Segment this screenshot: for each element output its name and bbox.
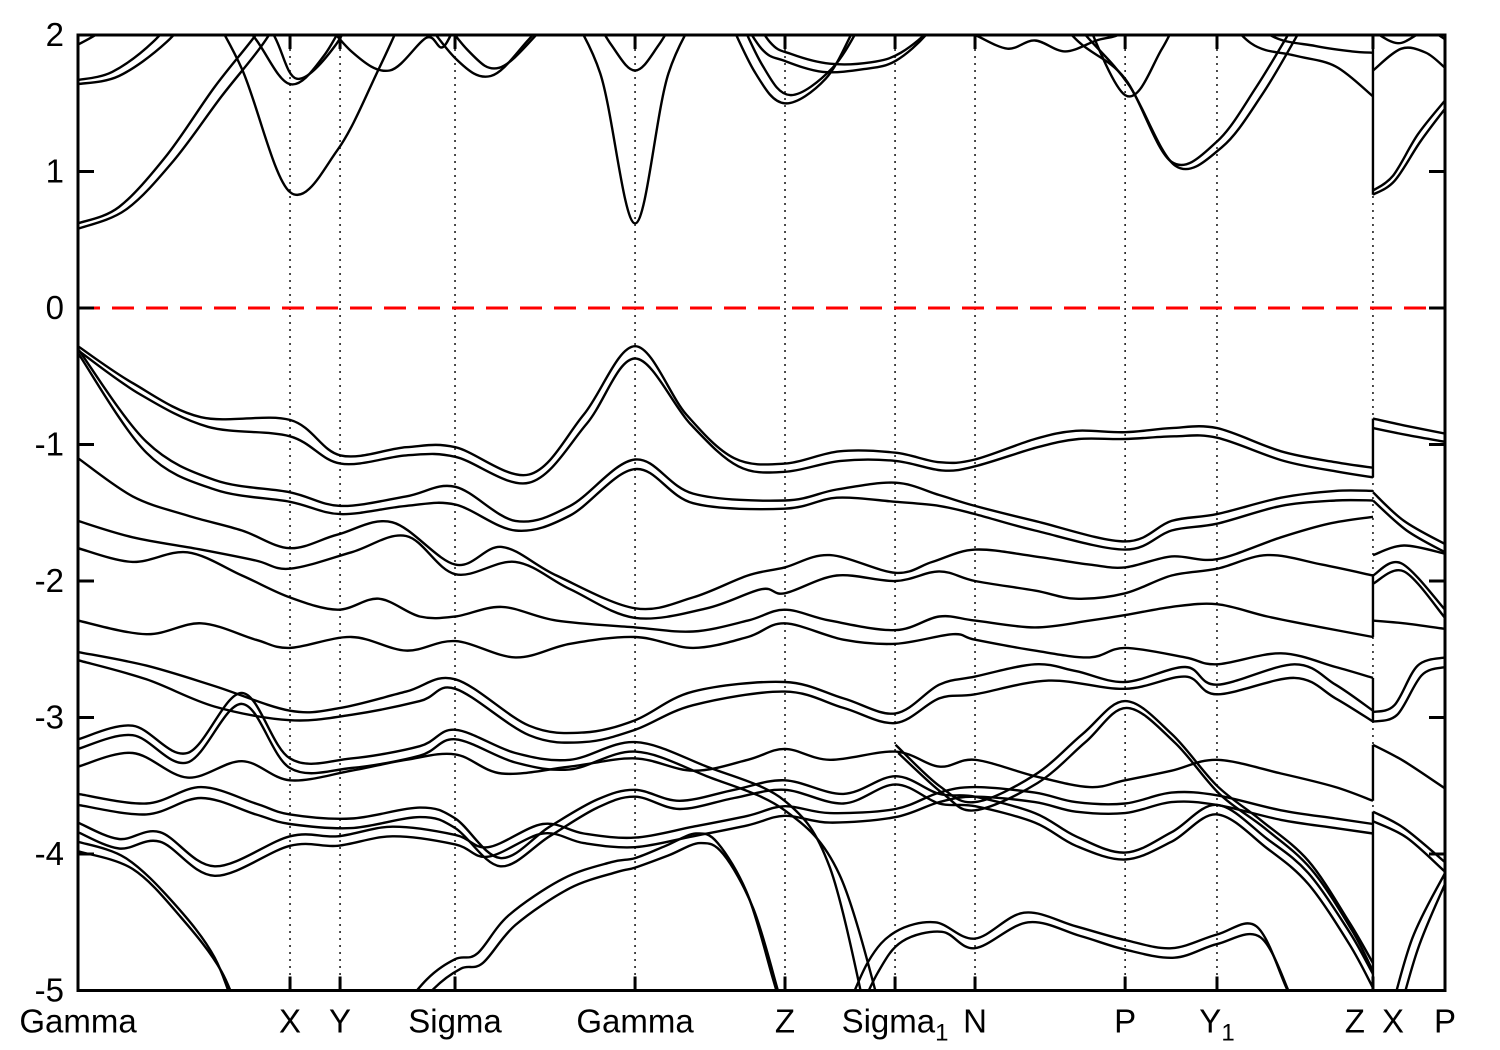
band-line (1239, 35, 1374, 98)
band-line (415, 832, 778, 991)
band-line (1404, 883, 1445, 991)
x-tick-label: Gamma (19, 1003, 137, 1040)
band-line (78, 774, 1375, 975)
band-line (1070, 35, 1290, 167)
band-line (734, 35, 853, 105)
band-line (78, 850, 232, 991)
y-tick-label: -2 (35, 562, 64, 599)
x-tick-label: X (279, 1003, 301, 1040)
y-tick-label: -1 (35, 426, 64, 463)
band-line (78, 747, 1374, 802)
band-line (1372, 569, 1445, 619)
band-line (334, 35, 453, 73)
band-line (1372, 619, 1445, 630)
band-line (1377, 35, 1445, 45)
band-line (78, 783, 1375, 989)
x-tick-label: P (1434, 1003, 1456, 1040)
band-line (1372, 743, 1445, 790)
band-line (78, 659, 1374, 744)
y-tick-label: 1 (46, 153, 64, 190)
band-line (867, 920, 1290, 991)
band-line (78, 519, 1374, 620)
band-line (78, 35, 162, 82)
band-line (1372, 544, 1445, 557)
band-line (453, 35, 538, 70)
band-line (78, 344, 1374, 477)
band-line (1372, 99, 1445, 192)
band-line (1267, 35, 1374, 54)
band-line (853, 911, 1289, 991)
y-tick-label: 0 (46, 289, 64, 326)
band-line (745, 35, 857, 97)
x-tick-label: Z (775, 1003, 795, 1040)
band-line (78, 35, 176, 86)
band-line (1372, 417, 1445, 435)
band-line (78, 457, 1374, 611)
band-line (78, 785, 1374, 868)
band-line (1395, 872, 1445, 991)
band-line (78, 619, 1374, 680)
x-tick-label: P (1114, 1003, 1136, 1040)
y-tick-label: -4 (35, 835, 64, 872)
band-line (603, 35, 667, 72)
band-line (1091, 35, 1171, 98)
x-tick-label: Sigma1 (842, 1003, 949, 1047)
band-line (78, 35, 271, 230)
band-line (78, 349, 1374, 485)
band-line (1372, 491, 1445, 546)
band-line (1372, 46, 1445, 72)
y-tick-label: -3 (35, 699, 64, 736)
band-line (1372, 560, 1445, 611)
band-line (78, 35, 98, 46)
x-tick-label: N (963, 1003, 987, 1040)
x-tick-label: X (1382, 1003, 1404, 1040)
x-tick-label: Y1 (1199, 1003, 1234, 1047)
band-line (1372, 107, 1445, 196)
band-line (78, 691, 862, 991)
band-line (78, 702, 877, 991)
band-line (1372, 820, 1445, 873)
axes-frame (76, 33, 1447, 992)
x-tick-label: Y (329, 1003, 351, 1040)
band-line (223, 35, 396, 196)
band-line (430, 841, 780, 991)
band-line (272, 35, 344, 80)
gridlines (289, 35, 1374, 991)
band-line (1083, 35, 1299, 171)
band-line (763, 35, 926, 66)
y-axis: 2 1 0 -1 -2 -3 -4 -5 (35, 16, 1445, 1009)
x-tick-label: Gamma (576, 1003, 694, 1040)
band-line (78, 650, 1374, 735)
band-line (1372, 426, 1445, 443)
x-axis: Gamma X Y Sigma Gamma Z Sigma1 N P Y1 Z X P (19, 35, 1456, 1047)
y-tick-label: -5 (35, 972, 64, 1009)
x-tick-label: Sigma (408, 1003, 502, 1040)
band-line (78, 348, 1374, 543)
band-line (1372, 499, 1445, 554)
band-line (582, 35, 687, 225)
band-line (970, 35, 1121, 53)
band-line (1372, 665, 1445, 723)
band-line (78, 352, 1374, 551)
band-lines (78, 35, 1445, 991)
x-tick-label: Z (1345, 1003, 1365, 1040)
band-line (434, 35, 535, 78)
band-line (78, 795, 1374, 878)
band-line (78, 547, 1374, 639)
band-line (78, 35, 258, 225)
band-line (251, 35, 339, 86)
y-tick-label: 2 (46, 16, 64, 53)
band-line (894, 699, 1375, 964)
band-line (78, 840, 230, 991)
band-line (1372, 656, 1445, 714)
band-line (897, 706, 1375, 972)
